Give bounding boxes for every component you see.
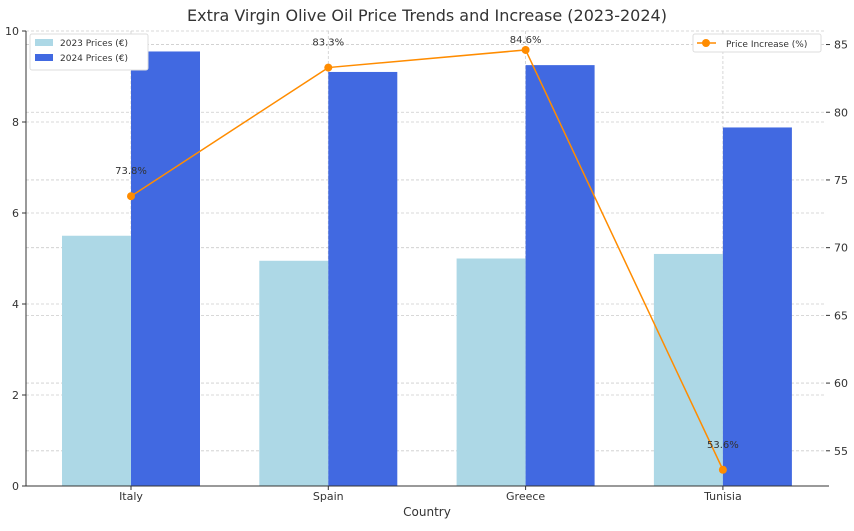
x-tick-label: Greece xyxy=(506,490,545,503)
x-axis-label: Country xyxy=(403,505,451,519)
legend-box xyxy=(692,33,822,53)
y-tick-label: 0 xyxy=(12,480,19,493)
legend-marker xyxy=(702,39,710,47)
legend-swatch xyxy=(35,54,53,61)
data-label: 73.8% xyxy=(115,166,147,177)
y-tick-label: 4 xyxy=(12,298,19,311)
data-label: 53.6% xyxy=(707,440,739,451)
x-tick-label: Italy xyxy=(119,490,143,503)
price-increase-point xyxy=(324,63,333,72)
legend-label: 2024 Prices (€) xyxy=(60,54,128,64)
legend-swatch xyxy=(35,39,53,46)
legend-prices: 2023 Prices (€) 2024 Prices (€) xyxy=(29,33,149,71)
price-increase-line xyxy=(130,49,724,471)
data-label: 83.3% xyxy=(312,38,344,49)
bar-2024-spain xyxy=(328,71,398,486)
legend-label: Price Increase (%) xyxy=(726,40,807,50)
y2-tick-label: 70 xyxy=(834,242,848,255)
price-increase-point xyxy=(521,45,530,54)
y2-tick-label: 65 xyxy=(834,309,848,322)
x-tick-label: Tunisia xyxy=(703,490,742,503)
data-label: 84.6% xyxy=(510,35,542,46)
price-increase-point xyxy=(127,192,135,201)
y2-tick-label: 75 xyxy=(834,174,848,187)
bar-2023-spain xyxy=(259,260,329,486)
y-tick-label: 10 xyxy=(5,25,19,38)
y-tick-label: 6 xyxy=(12,207,19,220)
y2-tick-label: 55 xyxy=(834,445,848,458)
bar-2024-tunisia xyxy=(722,127,792,487)
bar-2024-italy xyxy=(131,51,200,486)
price-increase-point xyxy=(718,465,727,474)
y-tick-label: 8 xyxy=(12,116,19,129)
legend-label: 2023 Prices (€) xyxy=(60,39,128,49)
bar-2023-tunisia xyxy=(653,253,723,486)
legend-increase: Price Increase (%) xyxy=(692,33,822,53)
y2-tick-label: 80 xyxy=(834,106,848,119)
y-tick-label: 2 xyxy=(12,389,19,402)
bar-2024-greece xyxy=(525,65,595,486)
y2-tick-label: 85 xyxy=(834,39,848,52)
chart-title: Extra Virgin Olive Oil Price Trends and … xyxy=(187,6,667,25)
bar-2023-greece xyxy=(456,258,526,486)
legend-box xyxy=(29,33,149,71)
bar-2023-italy xyxy=(62,235,131,486)
x-tick-label: Spain xyxy=(313,490,344,503)
y2-tick-label: 60 xyxy=(834,377,848,390)
